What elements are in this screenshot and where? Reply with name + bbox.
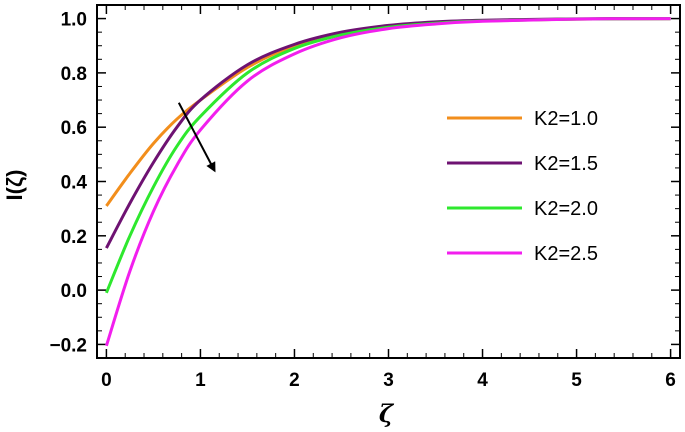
legend-label-2: K2=1.5	[534, 153, 598, 175]
x-axis-ticks: 0 1 2 3 4 5 6	[101, 5, 676, 391]
x-tick-label: 6	[665, 370, 676, 391]
legend-label-1: K2=1.0	[534, 108, 598, 130]
y-tick-label: 0.6	[61, 118, 87, 139]
x-tick-label: 3	[383, 370, 394, 391]
annotations	[177, 102, 216, 173]
x-tick-label: 2	[289, 370, 300, 391]
y-tick-label: −0.2	[49, 335, 87, 356]
x-axis-title: ζ	[379, 399, 395, 428]
legend-label-3: K2=2.0	[534, 198, 598, 220]
x-tick-label: 0	[101, 370, 112, 391]
y-tick-label: 1.0	[61, 10, 87, 31]
x-tick-label: 4	[477, 370, 488, 391]
series-lines	[104, 17, 671, 347]
x-tick-label: 1	[195, 370, 206, 391]
y-tick-label: 0.8	[61, 64, 87, 85]
series-line-4	[104, 17, 671, 347]
x-tick-label: 5	[571, 370, 582, 391]
plot-frame	[96, 4, 681, 359]
legend-label-4: K2=2.5	[534, 243, 598, 265]
y-axis-ticks: −0.2 0.0 0.2 0.4 0.6 0.8 1.0	[49, 10, 680, 356]
trend-arrow	[177, 102, 216, 173]
y-axis-title: I(ζ)	[2, 170, 27, 201]
legend: K2=1.0 K2=1.5 K2=2.0 K2=2.5	[447, 108, 598, 265]
y-tick-label: 0.4	[61, 173, 88, 194]
y-tick-label: 0.2	[61, 227, 87, 248]
plot-border	[96, 4, 681, 359]
y-tick-label: 0.0	[61, 281, 87, 302]
